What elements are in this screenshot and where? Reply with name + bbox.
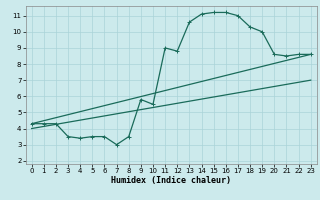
X-axis label: Humidex (Indice chaleur): Humidex (Indice chaleur) [111, 176, 231, 185]
